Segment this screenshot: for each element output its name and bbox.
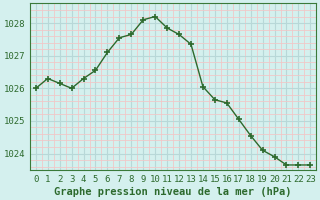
X-axis label: Graphe pression niveau de la mer (hPa): Graphe pression niveau de la mer (hPa)	[54, 186, 292, 197]
